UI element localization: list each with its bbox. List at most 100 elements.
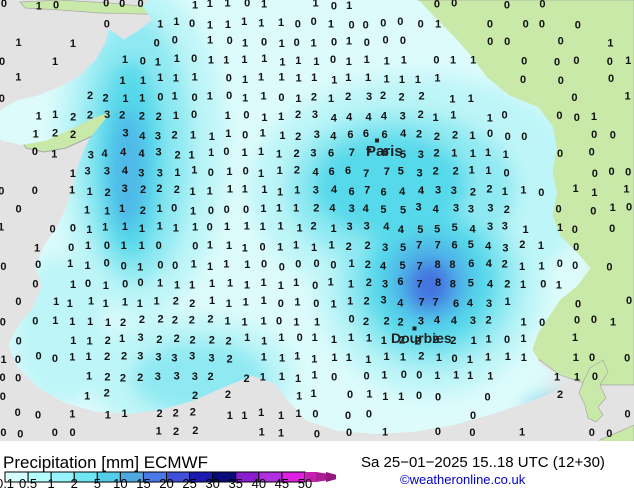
svg-text:1: 1	[84, 391, 90, 403]
svg-text:1: 1	[295, 55, 301, 67]
svg-text:1: 1	[487, 370, 493, 382]
svg-text:3: 3	[418, 149, 424, 161]
svg-text:0: 0	[313, 298, 319, 310]
svg-text:3: 3	[418, 315, 424, 327]
svg-text:7: 7	[419, 296, 425, 308]
svg-text:1: 1	[191, 165, 197, 177]
svg-text:4: 4	[380, 260, 387, 272]
svg-text:1: 1	[400, 352, 406, 364]
svg-text:3: 3	[487, 202, 493, 214]
svg-text:2: 2	[70, 112, 76, 124]
svg-text:1: 1	[225, 316, 231, 328]
svg-text:7: 7	[416, 279, 422, 291]
svg-text:0: 0	[192, 241, 198, 253]
svg-text:1: 1	[227, 277, 233, 289]
svg-text:2: 2	[173, 407, 179, 419]
svg-text:2: 2	[104, 388, 110, 400]
svg-text:1: 1	[242, 243, 248, 255]
svg-text:1: 1	[260, 221, 266, 233]
svg-text:2: 2	[157, 313, 163, 325]
svg-text:1: 1	[33, 129, 39, 141]
svg-text:3: 3	[364, 221, 370, 233]
svg-text:0: 0	[575, 19, 581, 31]
svg-text:1: 1	[450, 55, 456, 67]
svg-text:0: 0	[331, 371, 337, 383]
svg-text:Precipitation [mm] ECMWF: Precipitation [mm] ECMWF	[3, 453, 208, 472]
svg-text:2: 2	[104, 187, 110, 199]
svg-text:1: 1	[241, 147, 247, 159]
svg-text:2: 2	[192, 390, 198, 402]
svg-text:0: 0	[469, 427, 475, 439]
svg-text:1: 1	[157, 220, 163, 232]
svg-text:20: 20	[159, 476, 173, 490]
svg-text:1: 1	[207, 240, 213, 252]
svg-text:1: 1	[346, 56, 352, 68]
svg-text:1: 1	[311, 370, 317, 382]
svg-text:0: 0	[226, 90, 232, 102]
svg-text:1: 1	[610, 202, 616, 214]
svg-text:1: 1	[519, 261, 525, 273]
svg-text:0: 0	[17, 429, 23, 441]
svg-text:1: 1	[122, 297, 128, 309]
svg-text:2: 2	[380, 90, 386, 102]
svg-text:4: 4	[329, 203, 336, 215]
svg-text:4: 4	[467, 297, 474, 309]
svg-text:8: 8	[449, 259, 455, 271]
svg-text:1: 1	[67, 258, 73, 270]
svg-text:0: 0	[575, 299, 581, 311]
svg-text:1: 1	[87, 186, 93, 198]
svg-text:1: 1	[258, 17, 264, 29]
svg-text:0: 0	[36, 351, 42, 363]
svg-text:5: 5	[400, 205, 406, 217]
svg-text:5: 5	[398, 166, 404, 178]
svg-text:0: 0	[0, 261, 6, 273]
svg-text:0: 0	[243, 166, 249, 178]
svg-text:2: 2	[485, 314, 491, 326]
svg-text:1: 1	[383, 74, 389, 86]
svg-text:5: 5	[417, 224, 423, 236]
svg-text:1: 1	[610, 317, 616, 329]
svg-text:0: 0	[50, 224, 56, 236]
svg-text:0: 0	[278, 298, 284, 310]
svg-text:1: 1	[207, 19, 213, 31]
svg-text:1: 1	[102, 221, 108, 233]
svg-text:1: 1	[69, 184, 75, 196]
svg-text:0: 0	[504, 334, 510, 346]
svg-text:1: 1	[449, 93, 455, 105]
svg-text:0: 0	[226, 73, 232, 85]
svg-text:1: 1	[520, 185, 526, 197]
svg-text:1: 1	[328, 276, 334, 288]
svg-text:15: 15	[136, 476, 150, 490]
svg-text:40: 40	[252, 476, 266, 490]
svg-text:0: 0	[592, 371, 598, 383]
svg-text:0: 0	[626, 202, 632, 214]
svg-text:0: 0	[15, 296, 21, 308]
svg-text:1: 1	[261, 295, 267, 307]
svg-text:0: 0	[521, 56, 527, 68]
svg-text:35: 35	[229, 476, 243, 490]
svg-text:0: 0	[380, 17, 386, 29]
svg-text:1: 1	[189, 280, 195, 292]
svg-text:1: 1	[348, 278, 354, 290]
svg-text:1: 1	[293, 203, 299, 215]
svg-text:4: 4	[102, 148, 109, 160]
svg-text:1: 1	[277, 221, 283, 233]
svg-text:3: 3	[366, 91, 372, 103]
svg-text:2: 2	[156, 334, 162, 346]
svg-text:0.5: 0.5	[19, 476, 37, 490]
svg-text:1: 1	[258, 168, 264, 180]
svg-text:0: 0	[242, 130, 248, 142]
svg-text:0: 0	[156, 240, 162, 252]
svg-text:0: 0	[35, 259, 41, 271]
svg-text:2: 2	[174, 333, 180, 345]
svg-text:3: 3	[468, 203, 474, 215]
svg-text:1: 1	[347, 295, 353, 307]
svg-text:0: 0	[364, 37, 370, 49]
svg-text:0: 0	[16, 204, 22, 216]
svg-text:2: 2	[397, 316, 403, 328]
svg-text:5: 5	[399, 260, 405, 272]
svg-text:1: 1	[208, 147, 214, 159]
svg-text:1: 1	[122, 221, 128, 233]
svg-text:1: 1	[223, 55, 229, 67]
svg-text:0: 0	[172, 34, 178, 46]
